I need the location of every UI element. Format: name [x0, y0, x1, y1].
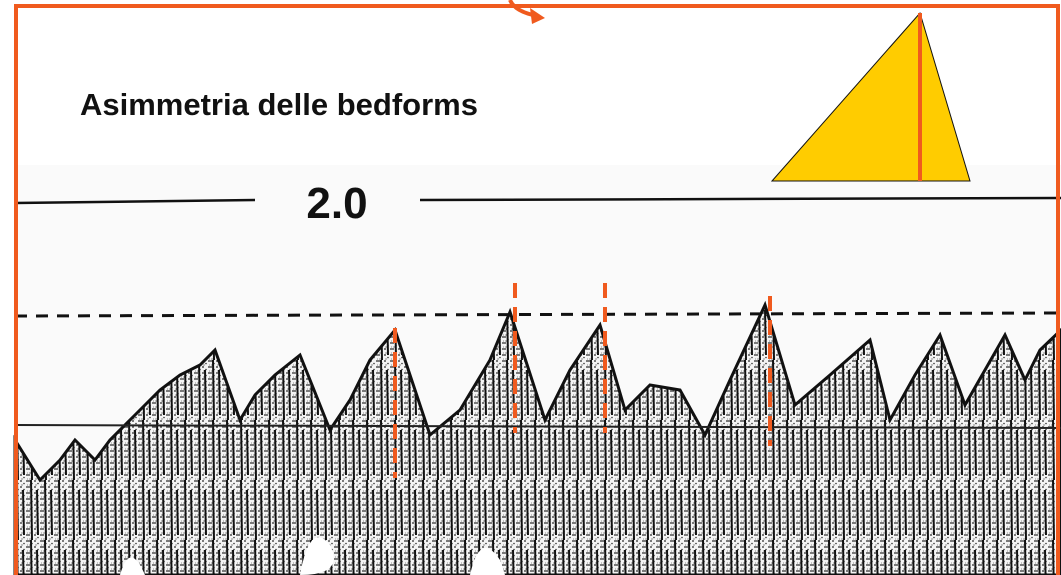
- arrow-head: [530, 8, 545, 24]
- scale-label: 2.0: [306, 179, 367, 228]
- crest-markers: [393, 283, 772, 478]
- slide-title: Asimmetria delle bedforms: [80, 87, 478, 122]
- asymmetry-triangle: [770, 11, 971, 182]
- reference-line: [14, 424, 1061, 429]
- scale-line: [419, 196, 1061, 202]
- echogram: 2.0: [13, 165, 1061, 575]
- dashed-line: [14, 311, 1061, 318]
- echo-gap: [120, 537, 505, 575]
- scale-line: [14, 198, 256, 205]
- bedform-profile: [13, 300, 1061, 575]
